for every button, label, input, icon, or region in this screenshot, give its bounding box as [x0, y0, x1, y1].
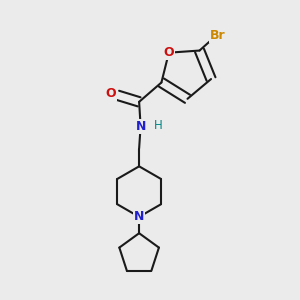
Text: O: O [164, 46, 174, 59]
Text: H: H [154, 119, 162, 132]
Text: O: O [106, 87, 116, 100]
Text: N: N [134, 210, 144, 224]
Text: Br: Br [210, 28, 226, 42]
Text: N: N [135, 120, 146, 133]
